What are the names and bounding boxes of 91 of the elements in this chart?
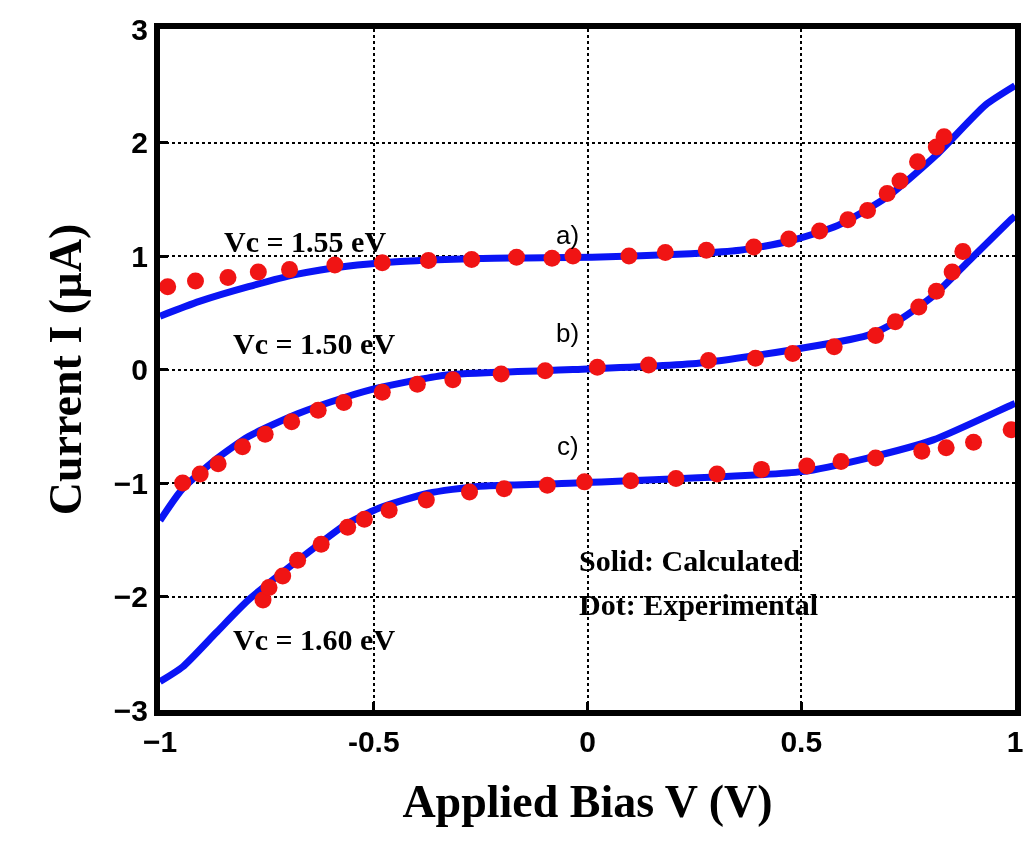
annotation: Dot: Experimental bbox=[579, 588, 819, 621]
point bbox=[588, 358, 606, 376]
point bbox=[697, 241, 715, 259]
x-tick-label: 0 bbox=[579, 725, 596, 758]
point bbox=[622, 472, 640, 490]
point bbox=[913, 442, 931, 460]
point bbox=[186, 272, 204, 290]
point bbox=[249, 263, 267, 281]
point bbox=[538, 476, 556, 494]
point bbox=[234, 438, 252, 456]
x-tick-label: 1 bbox=[1006, 725, 1024, 758]
point bbox=[708, 465, 726, 483]
point bbox=[543, 249, 561, 267]
point bbox=[312, 535, 330, 553]
point bbox=[811, 222, 829, 240]
point bbox=[508, 248, 526, 266]
point bbox=[355, 510, 373, 528]
point bbox=[380, 501, 398, 519]
point bbox=[419, 252, 437, 270]
point bbox=[281, 261, 299, 279]
y-tick-label: −3 bbox=[113, 693, 148, 727]
point bbox=[965, 433, 983, 451]
point bbox=[620, 247, 638, 265]
point bbox=[927, 282, 945, 300]
point bbox=[408, 375, 426, 393]
point bbox=[832, 452, 850, 470]
point bbox=[339, 518, 357, 536]
annotation: b) bbox=[556, 318, 580, 348]
point bbox=[495, 480, 513, 498]
point bbox=[640, 356, 658, 374]
point bbox=[878, 185, 896, 203]
point bbox=[444, 371, 462, 389]
point bbox=[373, 383, 391, 401]
point bbox=[326, 256, 344, 274]
point bbox=[780, 230, 798, 248]
x-tick-label: -0.5 bbox=[347, 725, 400, 758]
y-tick-label: −1 bbox=[113, 466, 148, 500]
point bbox=[256, 425, 274, 443]
y-tick-label: −2 bbox=[113, 580, 148, 613]
point bbox=[335, 393, 353, 411]
point bbox=[935, 128, 953, 146]
point bbox=[656, 244, 674, 262]
point bbox=[417, 491, 435, 509]
point bbox=[753, 460, 770, 478]
annotation: Vc = 1.60 eV bbox=[233, 623, 396, 656]
point bbox=[373, 254, 391, 272]
annotation: Solid: Calculated bbox=[579, 544, 801, 577]
point bbox=[209, 455, 227, 473]
point bbox=[191, 465, 209, 483]
point bbox=[825, 338, 843, 356]
point bbox=[219, 269, 237, 287]
point bbox=[160, 278, 177, 296]
point bbox=[954, 242, 972, 260]
point bbox=[891, 172, 909, 190]
point bbox=[274, 567, 292, 585]
y-axis-title: Current I (µA) bbox=[39, 223, 91, 516]
point bbox=[260, 578, 278, 596]
point bbox=[886, 313, 904, 331]
point bbox=[943, 263, 961, 281]
annotation: a) bbox=[556, 220, 580, 250]
point bbox=[463, 250, 481, 268]
point bbox=[859, 202, 877, 220]
point bbox=[289, 551, 307, 569]
point bbox=[798, 457, 816, 475]
point bbox=[745, 238, 763, 256]
y-tick-label: 1 bbox=[131, 239, 148, 273]
point bbox=[283, 413, 301, 431]
y-tick-label: 0 bbox=[131, 353, 148, 386]
point bbox=[174, 474, 192, 492]
point bbox=[564, 247, 582, 265]
point bbox=[309, 401, 327, 419]
point bbox=[910, 298, 928, 316]
point bbox=[492, 365, 510, 383]
point bbox=[867, 449, 885, 467]
point bbox=[839, 211, 857, 229]
annotation: c) bbox=[557, 431, 579, 461]
y-tick-label: 3 bbox=[131, 12, 148, 46]
y-tick-label: 2 bbox=[131, 126, 148, 159]
annotation: Vc = 1.50 eV bbox=[233, 327, 396, 360]
point bbox=[747, 349, 765, 367]
point bbox=[576, 473, 594, 491]
point bbox=[784, 345, 802, 363]
x-tick-label: 0.5 bbox=[780, 725, 823, 758]
point bbox=[461, 483, 479, 501]
x-axis-title: Applied Bias V (V) bbox=[402, 776, 773, 828]
point bbox=[667, 469, 685, 487]
point bbox=[937, 439, 955, 457]
point bbox=[536, 362, 554, 380]
point bbox=[909, 153, 927, 171]
point bbox=[867, 326, 885, 344]
point bbox=[699, 351, 717, 369]
